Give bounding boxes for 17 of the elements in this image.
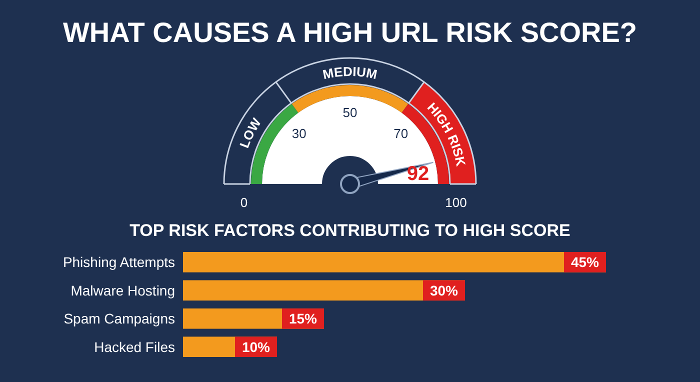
y-tick-label: Hacked Files	[94, 338, 175, 355]
text: 92	[406, 163, 430, 185]
y-tick-label: Phishing Attempts	[62, 254, 175, 270]
text: 30	[292, 126, 306, 142]
text: 50	[342, 105, 358, 120]
y-tick-label: Spam Campaigns	[64, 310, 175, 327]
data-label: 10%	[242, 338, 271, 355]
data-label: 15%	[288, 310, 318, 327]
slice-label: MEDIUM	[321, 64, 379, 82]
text: 70	[394, 126, 408, 142]
data-label: 30%	[430, 282, 459, 298]
text: 100	[445, 195, 467, 210]
chart-title: WHAT CAUSES A HIGH URL RISK SCORE?	[62, 17, 638, 48]
chart-title: TOP RISK FACTORS CONTRIBUTING TO HIGH SCORE	[130, 221, 570, 240]
y-tick-label: Malware Hosting	[70, 282, 175, 298]
text: 0	[240, 195, 248, 210]
data-label: 45%	[570, 254, 600, 270]
